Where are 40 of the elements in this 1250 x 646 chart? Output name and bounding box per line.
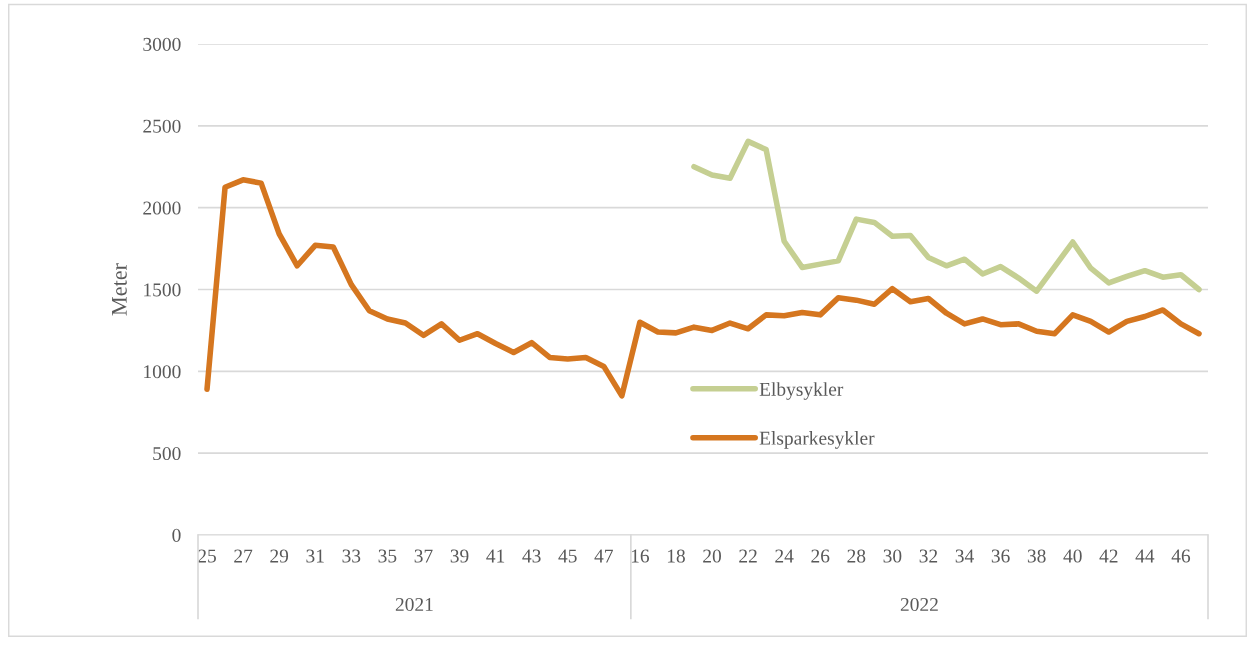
y-tick-label: 2500 — [143, 119, 181, 133]
x-tick-label: 31 — [306, 549, 324, 563]
x-tick-label: 44 — [1135, 549, 1155, 563]
x-tick-label: 25 — [198, 549, 216, 563]
text: 2021 — [395, 597, 433, 612]
y-tick-label: 1000 — [144, 365, 181, 379]
legend-label: Elsparkesykler — [759, 431, 875, 449]
x-tick-label: 41 — [486, 549, 505, 563]
x-tick-label: 35 — [378, 549, 397, 563]
y-axis-title: Meter — [112, 263, 127, 316]
x-tick-label: 39 — [450, 549, 469, 563]
x-tick-label: 40 — [1063, 549, 1082, 563]
x-tick-label: 20 — [703, 549, 721, 563]
x-tick-label: 30 — [883, 549, 902, 563]
x-tick-label: 42 — [1099, 549, 1118, 563]
x-tick-label: 18 — [667, 549, 685, 563]
x-tick-label: 32 — [919, 549, 938, 563]
x-tick-label: 27 — [234, 549, 253, 563]
x-tick-label: 28 — [847, 549, 866, 563]
x-tick-label: 38 — [1027, 549, 1046, 563]
x-tick-label: 22 — [739, 549, 757, 563]
x-tick-label: 46 — [1171, 549, 1191, 563]
x-tick-label: 29 — [270, 549, 289, 563]
x-tick-label: 33 — [342, 549, 361, 563]
y-tick-label: 1500 — [144, 283, 181, 297]
x-tick-label: 37 — [414, 549, 433, 563]
x-tick-label: 36 — [991, 549, 1010, 563]
y-tick-label: 500 — [153, 446, 181, 461]
y-tick-label: 0 — [172, 528, 181, 542]
x-tick-label: 24 — [775, 549, 794, 563]
x-tick-label: 47 — [594, 549, 613, 563]
text: 2022 — [900, 597, 938, 612]
y-tick-label: 2000 — [143, 201, 181, 215]
legend-label: Elbysykler — [759, 382, 844, 400]
x-tick-label: 45 — [558, 549, 577, 563]
x-tick-label: 16 — [631, 549, 650, 563]
x-tick-label: 26 — [811, 549, 830, 563]
y-tick-label: 3000 — [143, 37, 181, 51]
x-tick-label: 43 — [522, 549, 541, 563]
x-tick-label: 34 — [955, 549, 974, 563]
